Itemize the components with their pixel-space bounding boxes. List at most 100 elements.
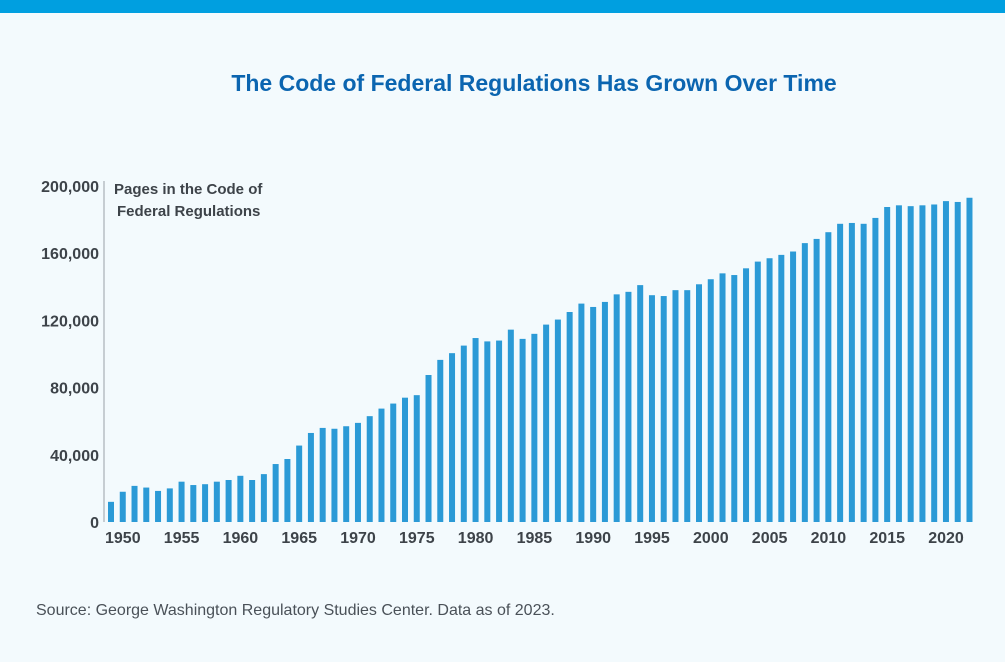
top-accent-bar xyxy=(0,0,1005,13)
bar-1966 xyxy=(307,432,314,522)
bar-1998 xyxy=(684,290,691,522)
bar-1972 xyxy=(378,408,385,522)
bars-group xyxy=(108,197,973,523)
x-tick-label: 1980 xyxy=(458,530,494,547)
bar-1963 xyxy=(272,464,279,522)
bar-1983 xyxy=(507,329,514,522)
bar-1996 xyxy=(660,296,667,522)
bar-1957 xyxy=(202,484,209,522)
bar-1960 xyxy=(237,475,244,522)
y-tick-label: 40,000 xyxy=(50,448,99,465)
bar-1949 xyxy=(108,501,114,522)
bar-2001 xyxy=(719,273,726,522)
bar-1995 xyxy=(648,295,655,522)
y-tick-label: 200,000 xyxy=(41,179,99,196)
bar-1993 xyxy=(625,291,632,522)
x-tick-label: 1960 xyxy=(223,530,259,547)
bar-1986 xyxy=(543,324,550,522)
bar-1962 xyxy=(260,474,267,522)
x-tick-label: 1975 xyxy=(399,530,435,547)
bar-1991 xyxy=(601,301,608,522)
bar-1973 xyxy=(390,403,397,522)
bar-1964 xyxy=(284,459,291,522)
bar-1951 xyxy=(131,485,138,522)
x-tick-label: 1950 xyxy=(105,530,141,547)
bar-1976 xyxy=(425,375,432,522)
bar-2003 xyxy=(743,268,750,522)
bar-2013 xyxy=(860,223,867,523)
bar-1969 xyxy=(343,426,350,522)
x-tick-label: 1985 xyxy=(517,530,553,547)
bar-2017 xyxy=(907,206,914,522)
bar-2007 xyxy=(790,251,797,522)
y-axis-label-line-2: Federal Regulations xyxy=(117,203,260,220)
bar-2016 xyxy=(895,205,902,522)
bar-1952 xyxy=(143,487,150,522)
bar-1992 xyxy=(613,294,620,522)
x-tick-label: 1955 xyxy=(164,530,200,547)
bar-2010 xyxy=(825,232,832,522)
bar-1959 xyxy=(225,480,232,522)
bar-1985 xyxy=(531,333,538,522)
bar-1989 xyxy=(578,303,585,522)
bar-1984 xyxy=(519,338,526,522)
bar-1955 xyxy=(178,481,185,522)
bar-2004 xyxy=(754,261,761,522)
y-tick-label: 80,000 xyxy=(50,381,99,398)
bar-2005 xyxy=(766,258,773,522)
bar-1975 xyxy=(413,395,420,522)
x-tick-label: 2015 xyxy=(869,530,905,547)
bar-2009 xyxy=(813,238,820,523)
y-tick-label: 120,000 xyxy=(41,313,99,330)
bar-1982 xyxy=(496,340,503,522)
y-tick-label: 0 xyxy=(90,515,99,532)
bar-1958 xyxy=(213,481,220,522)
x-tick-label: 1965 xyxy=(281,530,317,547)
x-tick-label: 2000 xyxy=(693,530,729,547)
x-tick-label: 1990 xyxy=(575,530,611,547)
bar-2015 xyxy=(884,207,891,522)
bar-2018 xyxy=(919,205,926,522)
bar-2021 xyxy=(954,201,961,522)
y-axis-label-line-1: Pages in the Code of xyxy=(114,181,263,198)
x-tick-label: 2010 xyxy=(811,530,847,547)
chart-title: The Code of Federal Regulations Has Grow… xyxy=(231,70,837,96)
bar-1970 xyxy=(354,422,361,522)
x-tick-label: 2005 xyxy=(752,530,788,547)
bar-1961 xyxy=(249,480,256,522)
bar-1967 xyxy=(319,427,326,522)
bar-1997 xyxy=(672,290,679,522)
bar-2020 xyxy=(942,201,949,522)
bar-2012 xyxy=(848,222,855,522)
bar-1999 xyxy=(696,284,702,522)
bar-2019 xyxy=(931,204,938,523)
bar-1977 xyxy=(437,359,444,522)
bar-2022 xyxy=(966,197,973,522)
x-tick-labels: 1950 1955 1960 1965 1970 1975 1980 1985 1990 1995… xyxy=(105,530,964,547)
bar-2011 xyxy=(837,223,844,523)
source-note: Source: George Washington Regulatory Stu… xyxy=(36,602,555,619)
bar-1981 xyxy=(484,341,491,522)
x-tick-label: 2020 xyxy=(928,530,964,547)
bar-1956 xyxy=(190,485,197,522)
bar-1974 xyxy=(402,397,408,522)
bar-1978 xyxy=(449,353,456,522)
bar-1971 xyxy=(366,416,373,522)
bar-2006 xyxy=(778,254,785,522)
y-tick-label: 160,000 xyxy=(41,246,99,263)
bar-1979 xyxy=(460,345,467,522)
bar-1987 xyxy=(554,319,561,522)
bar-1968 xyxy=(331,428,338,522)
bar-1953 xyxy=(155,490,162,522)
bar-1950 xyxy=(119,491,126,522)
bar-2008 xyxy=(801,243,808,522)
bar-1980 xyxy=(472,338,479,522)
bar-1994 xyxy=(637,285,644,522)
bar-2014 xyxy=(872,217,879,523)
x-tick-label: 1995 xyxy=(634,530,670,547)
bar-1954 xyxy=(166,488,173,522)
bar-2000 xyxy=(707,279,714,522)
x-tick-label: 1970 xyxy=(340,530,376,547)
bar-1965 xyxy=(296,445,303,522)
